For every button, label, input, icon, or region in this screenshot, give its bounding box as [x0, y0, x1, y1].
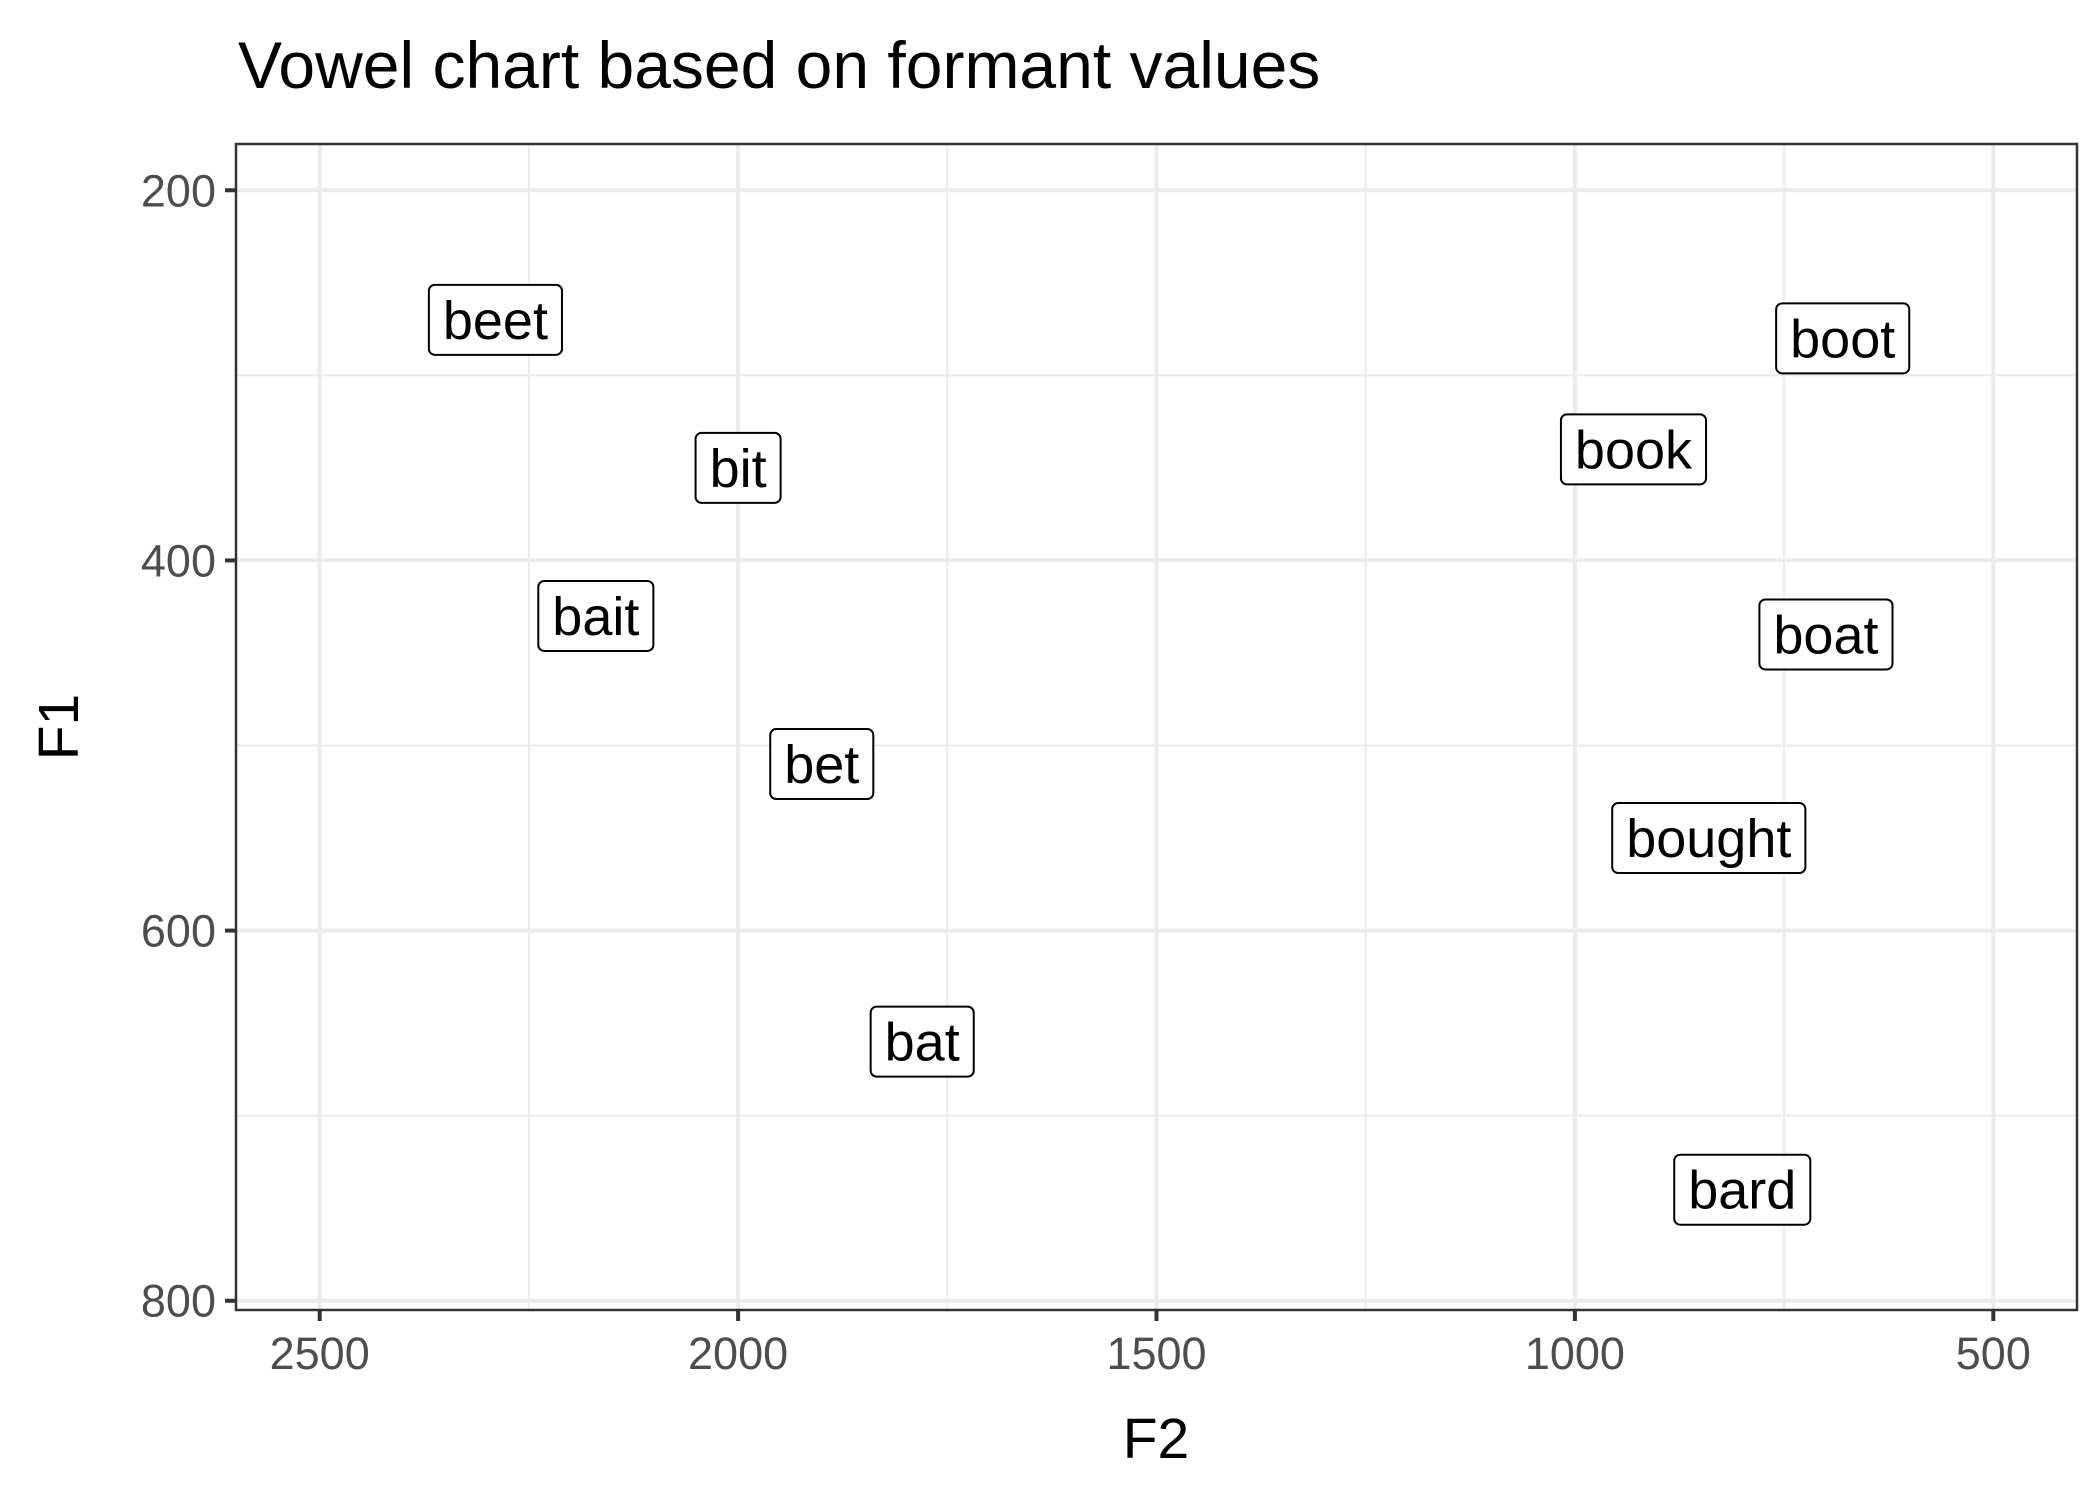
point-label-bard: bard	[1673, 1153, 1812, 1226]
point-label-bit: bit	[694, 431, 782, 504]
point-label-text: bait	[552, 587, 639, 647]
point-label-bet: bet	[769, 728, 875, 801]
point-label-bait: bait	[537, 579, 655, 652]
point-label-box	[1611, 802, 1807, 875]
x-tick-label: 2500	[270, 1328, 370, 1379]
point-label-text: bought	[1626, 809, 1791, 869]
x-tick-label: 1000	[1525, 1328, 1625, 1379]
point-label-box	[769, 728, 875, 801]
point-label-box	[869, 1005, 975, 1078]
point-label-boat: boat	[1758, 598, 1894, 671]
y-tick-label: 400	[141, 535, 216, 586]
x-axis-title: F2	[1123, 1407, 1190, 1471]
point-label-box	[537, 579, 655, 652]
point-label-box	[427, 283, 563, 356]
point-label-book: book	[1559, 413, 1708, 486]
y-axis-title: F1	[27, 694, 91, 761]
point-label-box	[1559, 413, 1708, 486]
y-tick-label: 200	[141, 165, 216, 216]
point-label-text: bard	[1688, 1161, 1796, 1221]
point-label-box	[694, 431, 782, 504]
x-tick-label: 2000	[688, 1328, 788, 1379]
point-label-text: boot	[1790, 309, 1895, 369]
point-label-box	[1673, 1153, 1812, 1226]
point-label-text: bat	[885, 1013, 960, 1073]
point-label-beet: beet	[427, 283, 563, 356]
x-tick-label: 1500	[1106, 1328, 1206, 1379]
point-label-box	[1775, 302, 1911, 375]
point-label-text: book	[1575, 420, 1693, 480]
point-label-bat: bat	[869, 1005, 975, 1078]
point-label-text: bet	[784, 735, 859, 795]
point-label-text: beet	[443, 291, 548, 351]
point-label-layer: beet bit bait bet bat boot book boat bought bard	[427, 283, 1911, 1226]
x-tick-label: 500	[1956, 1328, 2031, 1379]
point-label-text: boat	[1773, 605, 1878, 665]
point-label-bought: bought	[1611, 802, 1807, 875]
point-label-text: bit	[710, 439, 767, 499]
point-label-box	[1758, 598, 1894, 671]
point-label-boot: boot	[1775, 302, 1911, 375]
y-tick-label: 800	[141, 1276, 216, 1327]
axis-layer: 2500 2000 1500 1000 500 200 400 600 800	[141, 165, 2031, 1379]
y-tick-label: 600	[141, 906, 216, 957]
chart-title: Vowel chart based on formant values	[238, 28, 1320, 102]
